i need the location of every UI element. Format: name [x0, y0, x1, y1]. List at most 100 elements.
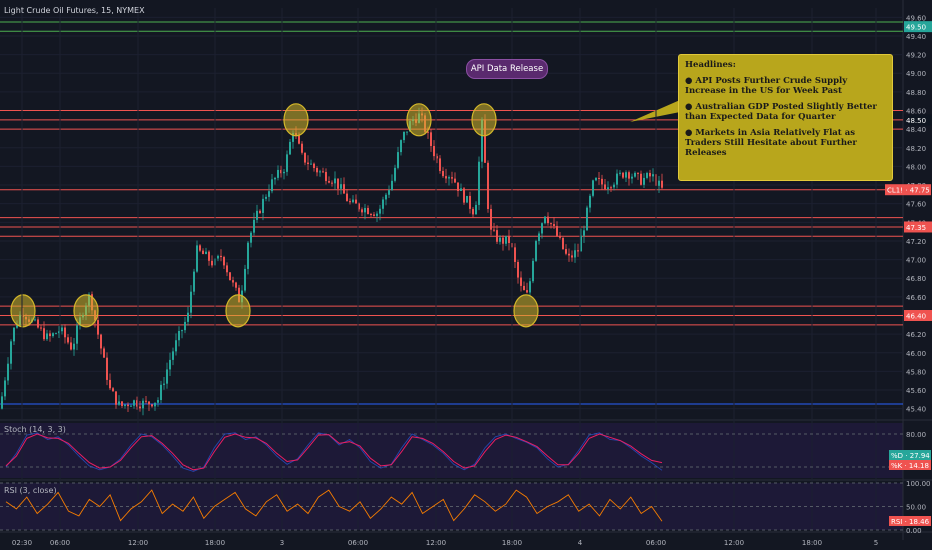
candle-body: [268, 191, 270, 197]
candle-body: [589, 195, 591, 208]
candle-body: [496, 230, 498, 242]
candle-body: [340, 184, 342, 189]
candle-body: [259, 210, 261, 213]
candle-body: [385, 194, 387, 200]
highlight-circle: [73, 294, 99, 328]
candle-body: [343, 184, 345, 194]
candle-body: [244, 268, 246, 291]
candle-body: [637, 172, 639, 174]
candle-body: [187, 312, 189, 322]
candle-body: [190, 291, 192, 313]
candle-body: [229, 272, 231, 281]
candle-body: [124, 404, 126, 406]
time-tick-label: 18:00: [502, 539, 522, 547]
callout-bullet: ● Markets in Asia Relatively Flat as Tra…: [685, 128, 857, 158]
price-tick-label: 47.60: [906, 201, 926, 209]
candle-body: [391, 180, 393, 191]
candle-body: [307, 162, 309, 165]
time-tick-label: 06:00: [50, 539, 70, 547]
candle-body: [532, 260, 534, 282]
candle-body: [310, 163, 312, 165]
candle-body: [544, 216, 546, 224]
candle-body: [508, 235, 510, 244]
candle-body: [346, 193, 348, 202]
price-tag-label: 48.50: [906, 117, 926, 125]
candle-body: [361, 209, 363, 213]
candle-body: [178, 330, 180, 341]
candle-body: [130, 405, 132, 407]
candle-body: [652, 174, 654, 177]
candle-body: [64, 327, 66, 338]
candle-body: [106, 357, 108, 380]
price-tick-label: 47.20: [906, 238, 926, 246]
price-tick-label: 49.60: [906, 14, 926, 22]
candle-body: [514, 247, 516, 262]
candle-body: [337, 178, 339, 189]
candle-body: [538, 233, 540, 242]
candle-body: [349, 201, 351, 203]
rsi-label: RSI (3, close): [4, 486, 57, 495]
candle-body: [607, 187, 609, 190]
candle-body: [445, 176, 447, 179]
candle-body: [151, 404, 153, 407]
price-tag: [904, 21, 932, 33]
candle-body: [61, 327, 63, 332]
candle-body: [400, 140, 402, 153]
price-tick-label: 45.40: [906, 406, 926, 414]
candle-body: [565, 249, 567, 254]
candle-body: [358, 203, 360, 210]
rsi-tick-label: 100.00: [906, 480, 931, 488]
candle-body: [55, 333, 57, 335]
candle-body: [205, 251, 207, 255]
api-release-annotation[interactable]: API Data Release: [466, 59, 548, 79]
candle-body: [166, 369, 168, 384]
candle-body: [256, 210, 258, 220]
candle-body: [322, 171, 324, 173]
stoch-tag-label: %K · 14.18: [891, 462, 929, 470]
candle-body: [574, 250, 576, 258]
candle-body: [502, 237, 504, 244]
candle-body: [628, 172, 630, 179]
rsi-tick-label: 50.00: [906, 504, 926, 512]
candle-body: [202, 250, 204, 255]
price-tick-label: 45.80: [906, 368, 926, 376]
stoch-band: [0, 423, 903, 478]
stoch-tag: [889, 450, 931, 460]
candle-body: [454, 178, 456, 183]
price-tag-label: CL1! · 47.75: [887, 187, 930, 195]
candle-body: [469, 195, 471, 209]
candle-body: [547, 216, 549, 224]
candle-body: [577, 250, 579, 252]
candle-body: [103, 348, 105, 358]
price-tick-label: 48.80: [906, 89, 926, 97]
candle-body: [352, 199, 354, 203]
candle-body: [118, 401, 120, 405]
headlines-callout[interactable]: Headlines: ● API Posts Further Crude Sup…: [678, 54, 893, 181]
candle-body: [517, 261, 519, 278]
candle-body: [265, 196, 267, 199]
price-tag: [885, 184, 931, 196]
price-tick-label: 46.60: [906, 294, 926, 302]
candle-body: [289, 141, 291, 155]
candle-body: [634, 172, 636, 177]
price-tick-label: 46.20: [906, 331, 926, 339]
candle-body: [646, 172, 648, 178]
price-tick-label: 48.20: [906, 145, 926, 153]
candle-body: [466, 195, 468, 203]
candle-body: [196, 245, 198, 272]
candle-body: [487, 162, 489, 209]
candle-body: [442, 170, 444, 177]
candle-body: [523, 285, 525, 291]
time-tick-label: 06:00: [348, 539, 368, 547]
candle-body: [184, 321, 186, 331]
candle-body: [493, 229, 495, 231]
time-tick-label: 12:00: [724, 539, 744, 547]
candle-body: [625, 172, 627, 178]
candle-body: [313, 163, 315, 168]
candle-body: [367, 207, 369, 215]
candle-body: [499, 237, 501, 242]
candle-body: [277, 169, 279, 178]
price-tick-label: 48.00: [906, 163, 926, 171]
chart-title: Light Crude Oil Futures, 15, NYMEX: [4, 6, 145, 15]
